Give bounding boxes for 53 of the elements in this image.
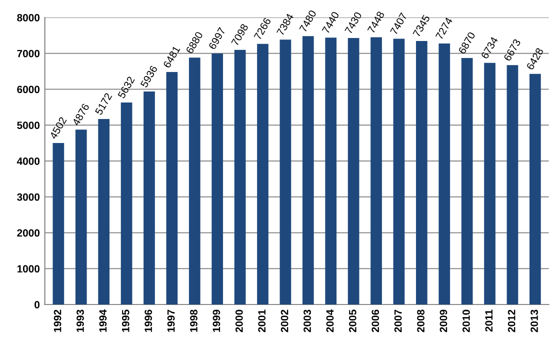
x-tick-label: 2003 bbox=[304, 310, 311, 332]
x-tick-label: 1993 bbox=[76, 310, 84, 332]
y-tick-label: 1000 bbox=[17, 265, 40, 272]
bar bbox=[188, 58, 200, 304]
bar bbox=[52, 142, 64, 304]
bar bbox=[506, 65, 518, 304]
y-tick-label: 0 bbox=[34, 301, 40, 308]
x-tick-label: 2007 bbox=[394, 310, 402, 332]
bar bbox=[325, 38, 337, 304]
bar bbox=[302, 36, 314, 304]
x-tick-label: 2012 bbox=[508, 310, 516, 332]
bar bbox=[144, 92, 155, 304]
bar bbox=[416, 41, 428, 304]
y-tick-label: 3000 bbox=[17, 193, 40, 201]
x-tick-label: 2008 bbox=[417, 310, 424, 332]
bar bbox=[530, 74, 541, 304]
y-tick-label: 7000 bbox=[17, 50, 40, 58]
x-tick-label: 1999 bbox=[212, 310, 220, 332]
bar bbox=[120, 102, 132, 304]
bar bbox=[370, 37, 382, 304]
bar bbox=[461, 58, 473, 304]
x-tick-label: 1997 bbox=[167, 310, 175, 332]
bar bbox=[212, 53, 224, 304]
bar bbox=[257, 44, 268, 304]
bar bbox=[484, 62, 496, 304]
x-tick-label: 2013 bbox=[530, 310, 538, 332]
bar bbox=[166, 72, 178, 304]
x-tick-label: 2000 bbox=[235, 310, 243, 332]
bar bbox=[438, 44, 450, 304]
bar bbox=[98, 118, 110, 304]
x-tick-label: 2011 bbox=[485, 310, 493, 332]
x-tick-label: 2004 bbox=[326, 309, 334, 332]
y-tick-label: 8000 bbox=[17, 14, 40, 22]
x-tick-label: 2002 bbox=[280, 310, 288, 332]
bar bbox=[234, 50, 246, 304]
x-tick-label: 2006 bbox=[372, 310, 380, 332]
x-tick-label: 1996 bbox=[144, 310, 152, 332]
x-tick-label: 1998 bbox=[190, 310, 198, 332]
x-tick-label: 1994 bbox=[99, 309, 107, 332]
bar bbox=[348, 38, 360, 304]
y-tick-label: 5000 bbox=[17, 122, 40, 129]
x-tick-label: 1995 bbox=[122, 310, 130, 332]
y-tick-label: 4000 bbox=[16, 158, 40, 165]
x-tick-label: 2009 bbox=[440, 310, 448, 332]
x-tick-label: 1992 bbox=[54, 310, 62, 332]
bar bbox=[393, 38, 405, 304]
bar bbox=[280, 40, 292, 304]
x-tick-label: 2010 bbox=[462, 310, 470, 332]
y-tick-label: 6000 bbox=[17, 86, 40, 94]
y-tick-label: 2000 bbox=[17, 229, 40, 237]
bar bbox=[75, 130, 87, 304]
x-tick-label: 2005 bbox=[348, 310, 356, 332]
x-tick-label: 2001 bbox=[258, 310, 266, 332]
